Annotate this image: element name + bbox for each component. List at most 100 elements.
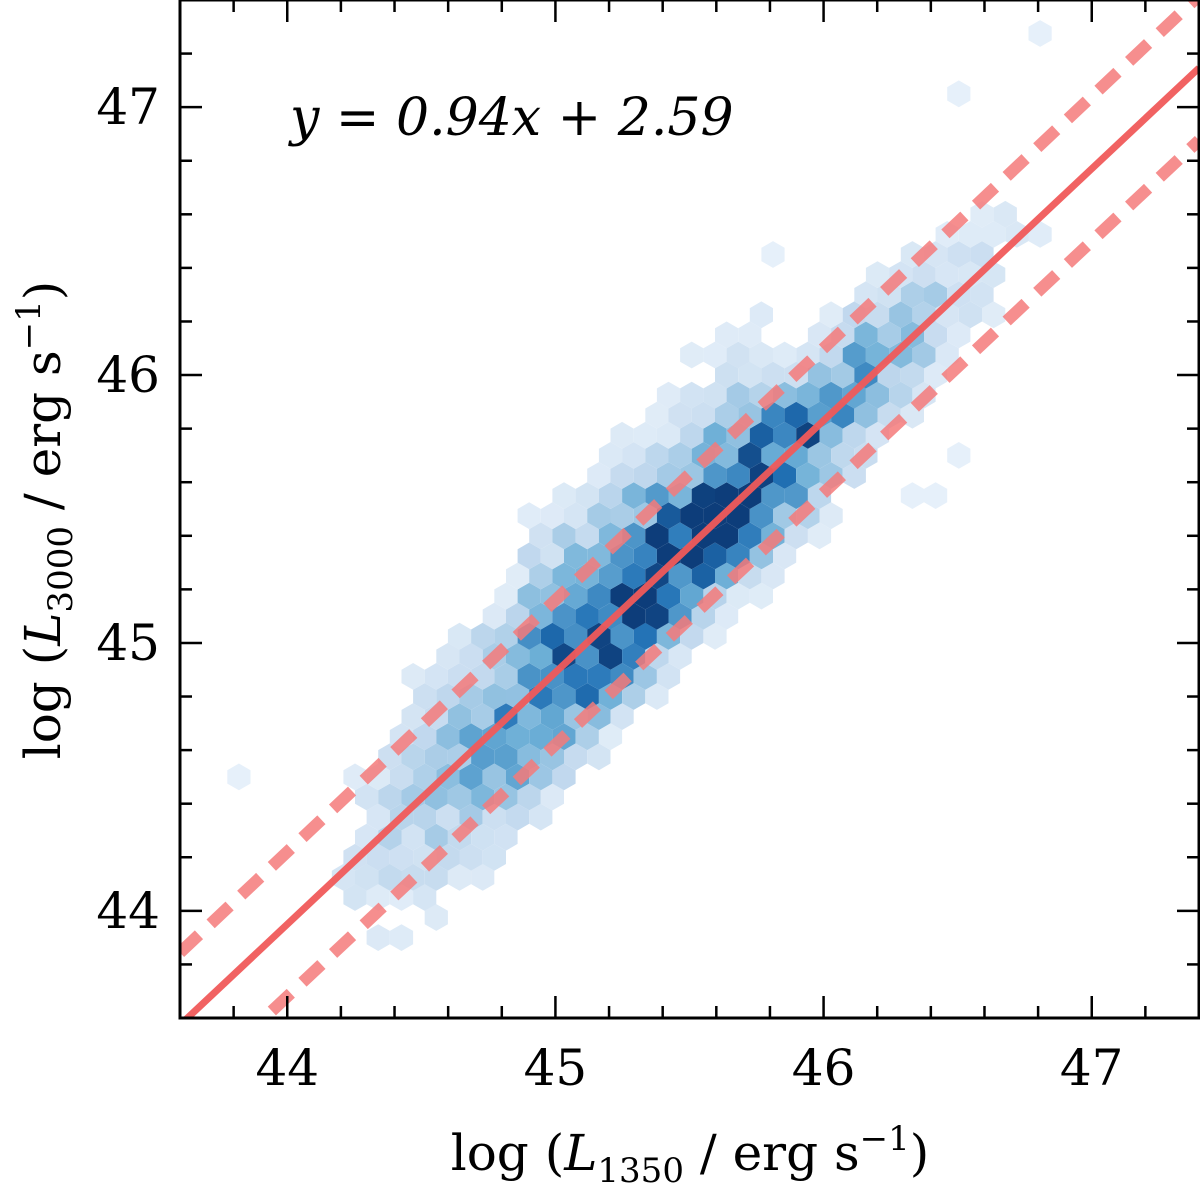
hexbin-cell <box>506 723 530 751</box>
hexbin-cell <box>773 421 797 449</box>
hexbin-cell <box>598 482 623 509</box>
hexbin-cell <box>227 763 251 791</box>
hexbin-cell <box>680 341 704 369</box>
hexbin-cell <box>610 421 634 449</box>
y-axis-title-sup: −1 <box>9 300 49 350</box>
hexbin-cell <box>877 321 901 349</box>
y-axis-title-var: L <box>14 613 72 647</box>
hexbin-cell <box>854 281 878 309</box>
hexbin-cell <box>540 502 564 530</box>
hexbin-cell <box>680 582 704 610</box>
hexbin-cell <box>645 522 669 550</box>
x-axis-title-prefix: log ( <box>451 1124 565 1182</box>
hexbin-cell <box>517 542 541 570</box>
hexbin-cell <box>656 502 681 530</box>
hexbin-cell <box>807 522 832 550</box>
hexbin-cell <box>947 442 971 469</box>
x-tick-label: 44 <box>255 1039 319 1097</box>
hexbin-cell <box>389 924 414 951</box>
axis-ticks: 44 45 46 47 44 45 46 47 <box>96 0 1200 1097</box>
x-tick-label: 45 <box>524 1039 588 1097</box>
hexbin-cell <box>947 80 971 108</box>
hexbin-cell <box>958 221 982 248</box>
hexbin-cell <box>842 462 866 489</box>
hexbin-cell <box>413 683 437 710</box>
hexbin-cell <box>622 602 646 630</box>
hexbin-cell <box>517 783 541 811</box>
hexbin-cell <box>993 200 1017 228</box>
hexbin-cell <box>540 622 564 650</box>
y-tick-label: 44 <box>96 882 160 940</box>
hexbin-cell <box>494 743 518 771</box>
hexbin-cell <box>645 442 669 469</box>
hexbin-cell <box>807 442 832 469</box>
hexbin-cell <box>459 642 483 670</box>
hexbin-cell <box>842 421 866 449</box>
hexbin-cell <box>633 622 657 650</box>
hexbin-cell <box>784 522 808 550</box>
hexbin-cell <box>924 321 948 349</box>
hexbin-cell <box>773 462 797 489</box>
x-axis-title: log (L1350 / erg s−1) <box>451 1119 930 1191</box>
hexbin-cell <box>622 442 646 469</box>
hexbin-cell <box>587 743 611 771</box>
hexbin-cell <box>471 863 495 891</box>
hexbin-cell <box>668 642 692 670</box>
hexbin-cell <box>622 522 646 550</box>
plot-frame <box>178 0 1200 1020</box>
hexbin-cell <box>598 442 623 469</box>
hexbin-cell <box>529 723 553 751</box>
hexbin-cell <box>587 582 611 610</box>
hexbin-cell <box>366 843 390 871</box>
hexbin-cell <box>715 522 739 550</box>
hexbin-cell <box>436 723 460 751</box>
hexbin-cell <box>575 522 599 550</box>
hexbin-cell <box>378 863 402 891</box>
hexbin-cell <box>982 301 1006 329</box>
hexbin-cell <box>703 542 727 570</box>
y-axis-title-prefix: log ( <box>14 646 72 760</box>
hexbin-cell <box>749 502 773 530</box>
hexbin-cell <box>366 924 390 951</box>
hexbin-cell <box>761 482 785 509</box>
hexbin-cell <box>355 783 379 811</box>
hexbin-cell <box>564 663 588 690</box>
hexbin-cell <box>552 562 576 590</box>
hexbin-cell <box>482 763 506 791</box>
y-axis-title-suffix: ) <box>14 281 72 301</box>
hexbin-cell <box>854 321 878 349</box>
hexbin-cell <box>668 442 692 469</box>
hexbin-cell <box>552 763 576 791</box>
hexbin-cell <box>656 663 681 690</box>
hexbin-cell <box>413 803 437 831</box>
hexbin-cell <box>970 281 994 309</box>
hexbin-cell <box>401 703 425 730</box>
hexbin-cell <box>517 703 541 730</box>
hexbin-cell <box>622 562 646 590</box>
hexbin-cell <box>482 843 506 871</box>
hexbin-cell <box>343 763 367 791</box>
hexbin-cell <box>703 502 727 530</box>
hexbin-cell <box>494 622 518 650</box>
hexbin-cell <box>715 361 739 389</box>
hexbin-cell <box>424 904 448 931</box>
hexbin-cell <box>726 582 750 610</box>
hexbin-cell <box>773 341 797 369</box>
hexbin-cell <box>575 482 599 509</box>
hexbin-cell <box>645 602 669 630</box>
hexbin-cell <box>761 562 785 590</box>
upper-scatter-line <box>180 0 1199 957</box>
hexbin-cell <box>506 562 530 590</box>
hexbin-cell <box>819 301 843 329</box>
hexbin-cell <box>587 663 611 690</box>
hexbin-cell <box>715 562 739 590</box>
hexbin-cell <box>552 482 576 509</box>
hexbin-cell <box>865 261 890 288</box>
x-axis-title-sub: 1350 <box>597 1151 684 1191</box>
y-axis-title-sub: 3000 <box>41 526 81 613</box>
hexbin-cell <box>552 522 576 550</box>
hexbin-cell <box>633 542 657 570</box>
hexbin-cell <box>924 361 948 389</box>
hexbin-cell <box>598 562 623 590</box>
